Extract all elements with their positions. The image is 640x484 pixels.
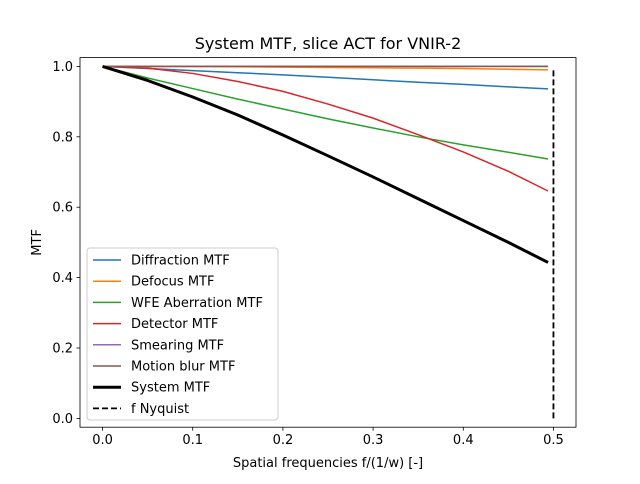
y-axis: 0.0 0.2 0.4 0.6 0.8 1.0 [52, 60, 80, 427]
x-tick-label: 0.4 [453, 433, 474, 448]
chart-title: System MTF, slice ACT for VNIR-2 [195, 34, 462, 53]
series-line-diffraction-mtf [102, 65, 549, 90]
x-tick-label: 0.0 [92, 433, 113, 448]
legend-label-system-mtf: System MTF [131, 381, 210, 396]
legend-label-smearing-mtf: Smearing MTF [131, 338, 224, 353]
legend-label-detector-mtf: Detector MTF [131, 317, 218, 332]
legend-label-f-nyquist: f Nyquist [131, 402, 189, 417]
y-tick-label: 0.6 [52, 201, 73, 216]
y-tick-label: 0.0 [52, 412, 73, 427]
series-line-wfe-aberration-mtf [102, 65, 549, 160]
legend-label-wfe-aberration-mtf: WFE Aberration MTF [131, 296, 263, 311]
x-axis-label: Spatial frequencies f/(1/w) [-] [233, 456, 423, 471]
x-tick-label: 0.5 [543, 433, 564, 448]
x-tick-label: 0.2 [273, 433, 294, 448]
y-tick-label: 0.4 [52, 271, 73, 286]
y-tick-label: 0.8 [52, 130, 73, 145]
plot-lines [102, 64, 555, 419]
plot-frame [79, 57, 577, 428]
y-tick-label: 0.2 [52, 342, 73, 357]
legend-box [86, 247, 279, 421]
x-tick-label: 0.1 [182, 433, 203, 448]
y-tick-label: 1.0 [52, 60, 73, 75]
legend-label-defocus-mtf: Defocus MTF [131, 275, 214, 290]
legend-label-motion-blur-mtf: Motion blur MTF [131, 360, 235, 375]
x-axis: 0.0 0.1 0.2 0.3 0.4 0.5 [92, 427, 564, 448]
y-axis-label: MTF [30, 229, 45, 256]
legend-label-diffraction-mtf: Diffraction MTF [131, 254, 230, 269]
x-tick-label: 0.3 [363, 433, 384, 448]
series-line-system-mtf [102, 64, 549, 264]
series-line-detector-mtf [102, 65, 549, 192]
legend: Diffraction MTF Defocus MTF WFE Aberration… [86, 247, 279, 421]
